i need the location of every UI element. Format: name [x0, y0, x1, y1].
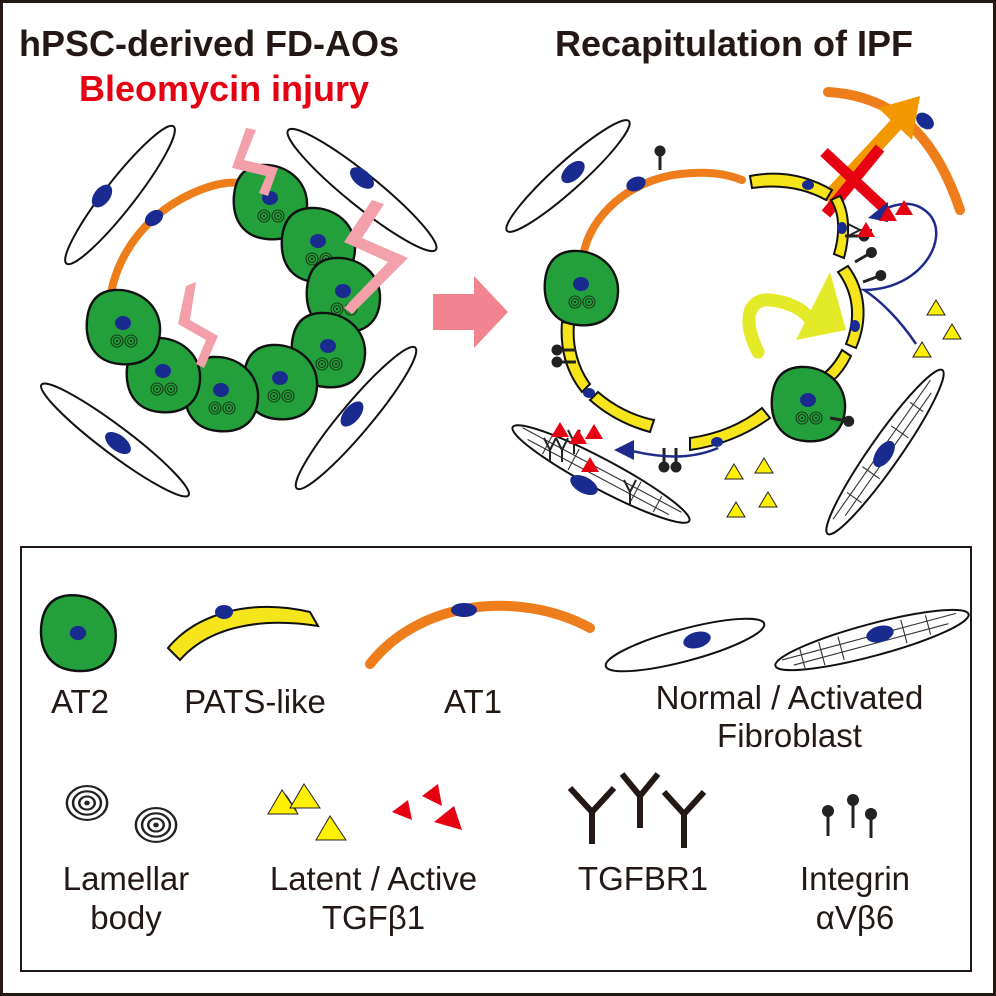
legend-at1-icon [365, 600, 595, 669]
autocrine-arrow [742, 272, 846, 359]
legend-tgfbr1-icon [567, 772, 707, 848]
legend-at2-label: AT2 [50, 683, 110, 720]
fibroblast-top-left [64, 124, 176, 266]
pats-nuclei [583, 180, 860, 447]
left-panel-diagram [40, 124, 508, 498]
legend-tgfbr1-label: TGFBR1 [577, 860, 709, 897]
latent-tgfb1-right [912, 299, 962, 358]
at1-cell-left [106, 178, 250, 302]
legend-lamellar-label-2: body [90, 899, 162, 936]
latent-tgfb1-bottom [724, 457, 778, 518]
legend-tgfb-label-2: TGFβ1 [321, 899, 426, 936]
transition-arrow [433, 276, 508, 348]
legend-fibroblast-label-1: Normal / Activated [655, 679, 924, 716]
legend-lamellar-label-1: Lamellar [62, 860, 190, 897]
legend-latent-tgfb1-icon [267, 783, 347, 841]
legend-fibroblast-label-2: Fibroblast [717, 717, 862, 754]
legend-integrin-label-2: αVβ6 [815, 899, 895, 936]
fibroblast-bottom-right [294, 345, 418, 491]
legend-box [20, 546, 972, 972]
legend-active-tgfb1-icon [392, 784, 462, 830]
fibroblast-top-right [286, 127, 438, 253]
legend-activated-fibroblast-icon [774, 608, 970, 672]
legend-at1-label: AT1 [443, 683, 503, 720]
legend-pats-label: PATS-like [184, 683, 326, 720]
legend-integrin-label-1: Integrin [799, 860, 911, 897]
right-panel-diagram [505, 87, 965, 536]
legend-tgfb-label-1: Latent / Active [269, 860, 478, 897]
injury-title: Bleomycin injury [79, 68, 370, 109]
at1-cell-right [579, 144, 746, 260]
legend-at2-icon [39, 594, 117, 673]
at2-cells-right [545, 251, 845, 441]
legend-integrin-icon [822, 794, 877, 838]
fibroblast-right-top [505, 119, 631, 233]
legend-pats-icon [166, 605, 320, 662]
activated-fibroblast-right [825, 368, 945, 536]
left-panel-title: hPSC-derived FD-AOs [19, 23, 400, 64]
activated-fibroblast-bottom [511, 424, 691, 524]
fibroblast-bottom-left [40, 382, 190, 498]
pats-like-cells [560, 172, 865, 452]
signal-arrows [627, 202, 938, 458]
right-panel-title: Recapitulation of IPF [555, 23, 914, 64]
injury-bolts [178, 128, 408, 368]
legend-normal-fibroblast-icon [604, 617, 766, 673]
signal-arrowhead-bottom [614, 440, 634, 460]
